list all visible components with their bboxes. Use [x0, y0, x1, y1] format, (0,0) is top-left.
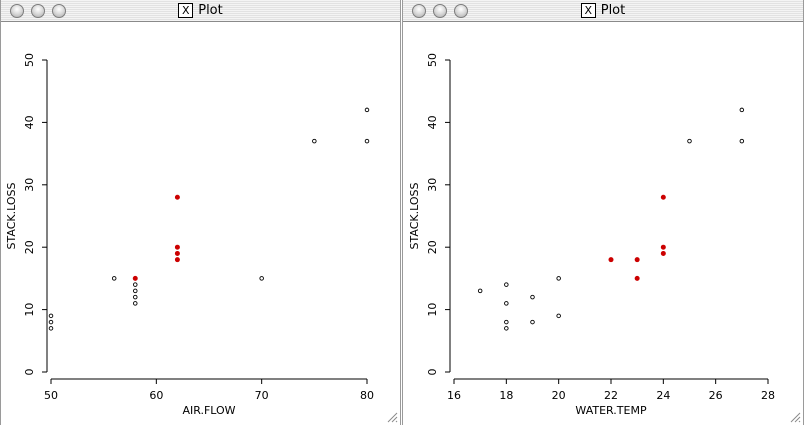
data-point	[739, 107, 745, 113]
window-title: X Plot	[403, 3, 803, 18]
x-tick-label: 60	[149, 389, 163, 402]
resize-grip-icon[interactable]	[789, 411, 801, 423]
x-tick-label: 80	[360, 389, 374, 402]
data-point	[133, 301, 138, 306]
title-bar[interactable]: X Plot	[403, 0, 803, 22]
x-tick-label: 20	[552, 389, 566, 402]
highlighted-data-point	[634, 275, 640, 281]
highlighted-data-point	[174, 244, 180, 250]
x-axis-title: WATER.TEMP	[575, 404, 647, 417]
close-button[interactable]	[10, 4, 24, 18]
data-point	[259, 276, 264, 281]
data-point	[364, 138, 370, 144]
highlighted-data-point	[660, 244, 666, 250]
highlighted-data-point	[174, 250, 180, 256]
data-point	[504, 282, 509, 287]
minimize-button[interactable]	[31, 4, 45, 18]
x11-icon: X	[580, 3, 596, 18]
y-tick-label: 20	[23, 240, 36, 254]
y-tick-label: 30	[426, 178, 439, 192]
data-point	[530, 319, 535, 325]
data-point	[133, 294, 138, 300]
data-point	[477, 288, 483, 294]
data-point	[530, 294, 535, 300]
data-point	[364, 107, 370, 113]
data-point	[111, 276, 117, 281]
y-tick-label: 40	[23, 115, 36, 129]
scatter-plot-water-temp: 16 18 20 22 24 26 28 WATER.TEMP 0 10 20 30 40 50 STACK…	[408, 53, 775, 417]
x-tick-label: 24	[656, 389, 670, 402]
data-point	[504, 301, 509, 306]
y-axis-title: STACK.LOSS	[408, 183, 421, 250]
data-point	[504, 326, 509, 331]
y-axis-title: STACK.LOSS	[5, 183, 18, 250]
y-tick-label: 10	[426, 303, 439, 317]
data-point	[312, 138, 317, 144]
data-point	[687, 138, 692, 144]
window-title-label: Plot	[600, 3, 626, 18]
plot-window-left: X Plot 50 60 70 80 AIR.FLOW 0 10 20 30 40 50 STACK.L…	[0, 0, 401, 425]
window-title: X Plot	[1, 3, 400, 18]
y-tick-label: 0	[426, 369, 439, 376]
highlighted-data-point	[660, 194, 666, 200]
data-point	[48, 326, 54, 331]
y-tick-label: 50	[426, 53, 439, 67]
x-tick-label: 50	[44, 389, 58, 402]
data-point	[739, 138, 745, 144]
highlighted-data-point	[174, 257, 180, 263]
close-button[interactable]	[412, 4, 426, 18]
x-tick-label: 22	[604, 389, 618, 402]
resize-grip-icon[interactable]	[386, 411, 398, 423]
x-axis-title: AIR.FLOW	[182, 404, 235, 417]
data-point	[556, 313, 561, 319]
x-tick-label: 28	[761, 389, 775, 402]
highlighted-data-point	[132, 275, 138, 281]
y-tick-label: 30	[23, 178, 36, 192]
highlighted-data-point	[174, 194, 180, 200]
highlighted-data-point	[634, 257, 640, 263]
y-tick-label: 10	[23, 303, 36, 317]
x-tick-label: 18	[499, 389, 513, 402]
x11-icon: X	[178, 3, 194, 18]
x-tick-label: 16	[447, 389, 461, 402]
data-point	[48, 319, 54, 325]
highlighted-data-point	[608, 257, 614, 263]
title-bar[interactable]: X Plot	[1, 0, 400, 22]
x-tick-label: 70	[255, 389, 269, 402]
y-tick-label: 0	[23, 369, 36, 376]
y-tick-label: 20	[426, 240, 439, 254]
highlighted-data-point	[660, 250, 666, 256]
minimize-button[interactable]	[433, 4, 447, 18]
y-tick-label: 40	[426, 115, 439, 129]
y-tick-label: 50	[23, 53, 36, 67]
plot-window-right: X Plot 16 18 20 22 24 26 28 WATER.TEMP 0 10 20 30 40 5…	[402, 0, 804, 425]
scatter-plot-air-flow: 50 60 70 80 AIR.FLOW 0 10 20 30 40 50 STACK.LOSS	[5, 53, 374, 417]
zoom-button[interactable]	[454, 4, 468, 18]
window-title-label: Plot	[198, 3, 223, 18]
zoom-button[interactable]	[52, 4, 66, 18]
data-point	[48, 313, 54, 319]
data-point	[133, 282, 138, 287]
x-tick-label: 26	[709, 389, 723, 402]
data-point	[133, 288, 138, 294]
data-point	[556, 276, 561, 281]
data-point	[504, 319, 509, 325]
